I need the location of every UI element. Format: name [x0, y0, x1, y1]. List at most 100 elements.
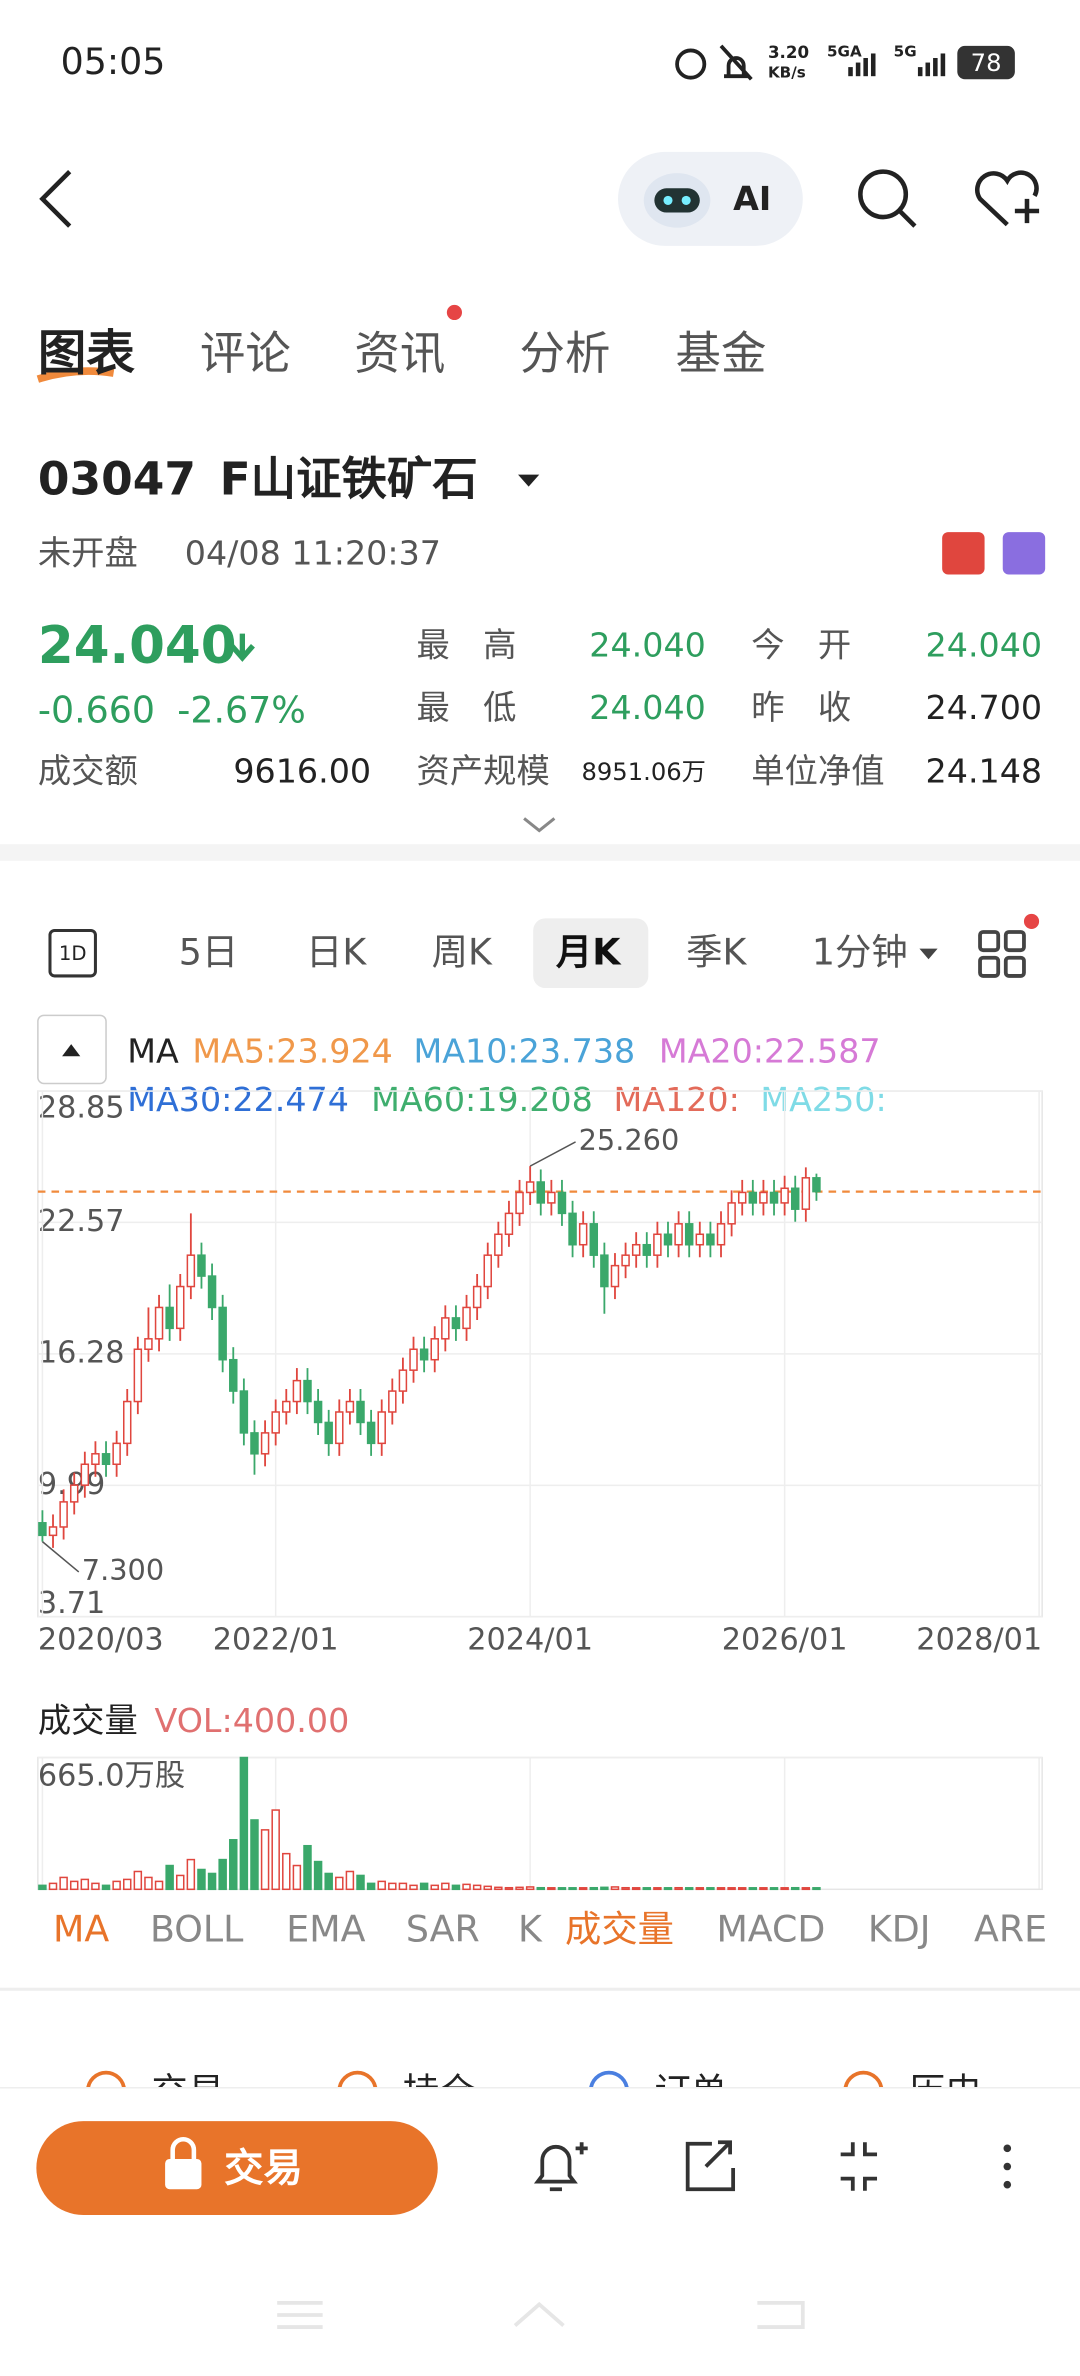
candle-body: [600, 1254, 609, 1288]
volume-bar: [653, 1887, 662, 1891]
volume-bar: [69, 1880, 79, 1891]
volume-bar: [91, 1882, 100, 1891]
ma-label: MA250:: [760, 1080, 886, 1119]
candle-body: [419, 1348, 429, 1361]
volume-bar: [345, 1870, 355, 1891]
indicator-tab[interactable]: SAR: [406, 1908, 480, 1951]
stat-value: 9616.00: [233, 751, 371, 790]
volume-bar: [525, 1886, 535, 1891]
day-icon-box[interactable]: [48, 928, 97, 978]
x-tick-label: 2026/01: [722, 1622, 848, 1657]
period-tab[interactable]: 日K: [306, 931, 367, 974]
period-tab[interactable]: 季K: [686, 931, 747, 974]
tab[interactable]: 基金: [676, 327, 767, 380]
stock-name[interactable]: F山证铁矿石: [220, 453, 478, 506]
candle-body: [335, 1411, 344, 1445]
volume-bar: [748, 1887, 758, 1891]
volume-bar: [790, 1886, 800, 1891]
net-speed: 3.20: [768, 43, 809, 62]
search-button[interactable]: [858, 169, 917, 228]
candle-body: [398, 1369, 408, 1392]
volume-bar: [154, 1880, 164, 1891]
alert-button[interactable]: [533, 2142, 588, 2192]
volume-bar: [197, 1868, 206, 1891]
candle-body: [812, 1177, 821, 1193]
tab[interactable]: 资讯: [354, 327, 445, 380]
volume-bar: [38, 1884, 47, 1891]
indicator-tab[interactable]: MA: [53, 1908, 109, 1951]
stat-value: 24.040: [926, 626, 1043, 665]
signal: [848, 53, 946, 77]
change-pct: -2.67%: [177, 688, 306, 731]
candle-body: [313, 1400, 323, 1424]
ma-label: MA10:23.738: [414, 1032, 636, 1071]
period-tab[interactable]: 周K: [432, 931, 493, 974]
indicator-tab[interactable]: EMA: [286, 1908, 365, 1951]
change: -0.660: [38, 688, 155, 731]
tab[interactable]: 图表: [38, 325, 135, 381]
layout-button[interactable]: [978, 930, 1026, 978]
indicator-tab[interactable]: MACD: [716, 1908, 825, 1951]
volume-bar: [292, 1864, 302, 1891]
indicator-tab[interactable]: BOLL: [150, 1908, 244, 1951]
period-tab[interactable]: 5日: [179, 931, 238, 974]
indicator-tab[interactable]: KDJ: [868, 1908, 931, 1951]
sim1: 5GA: [827, 42, 862, 60]
volume-bar: [271, 1809, 280, 1891]
indicator-tab[interactable]: 成交量: [565, 1908, 674, 1951]
tab-underline: [36, 367, 115, 383]
period-tab[interactable]: 1分钟: [812, 931, 908, 974]
volume-bar: [335, 1876, 344, 1891]
expand-button[interactable]: [523, 817, 556, 833]
ai-label: AI: [733, 179, 771, 218]
volume-bar: [578, 1887, 588, 1891]
candle-body: [229, 1358, 238, 1392]
candle-body: [462, 1306, 471, 1330]
back-button[interactable]: [39, 170, 72, 228]
tab[interactable]: 评论: [200, 327, 291, 380]
volume-bar: [59, 1876, 68, 1891]
tab[interactable]: 分析: [520, 327, 611, 380]
y-tick-label: 16.28: [38, 1335, 125, 1370]
candle-body: [80, 1463, 90, 1486]
volume-bar: [494, 1886, 503, 1891]
candle-body: [515, 1191, 524, 1215]
volume-bar: [462, 1883, 471, 1891]
annotation-leader: [529, 1141, 576, 1167]
indicator-tab[interactable]: ARE: [974, 1908, 1047, 1951]
stat-label: 单位净值: [751, 751, 884, 790]
down-arrow: [229, 633, 255, 662]
volume-bar: [133, 1870, 143, 1891]
candle-body: [504, 1212, 514, 1236]
ma-label: MA60:19.208: [371, 1080, 593, 1119]
share-button[interactable]: [685, 2140, 736, 2192]
watchlist-add[interactable]: [975, 170, 1040, 227]
candle-body: [547, 1191, 556, 1204]
more-button[interactable]: [1003, 2144, 1012, 2189]
volume-bar: [229, 1839, 238, 1891]
volume-bar: [706, 1887, 715, 1891]
candle-body: [218, 1306, 227, 1361]
trade-button[interactable]: [36, 2121, 438, 2215]
volume-bar: [536, 1886, 545, 1891]
volume-bar: [377, 1880, 386, 1891]
volume-bar: [631, 1887, 641, 1891]
candle-body: [674, 1223, 683, 1246]
period-tab[interactable]: 月K: [556, 931, 622, 974]
status-icons: [675, 44, 753, 81]
volume-bar: [165, 1864, 174, 1891]
volume-bar: [260, 1829, 270, 1891]
stat-value: 24.700: [926, 688, 1043, 727]
indicator-tab[interactable]: K: [518, 1908, 543, 1951]
ma-label: MA5:23.924: [192, 1032, 393, 1071]
volume-title: 成交量: [38, 1701, 138, 1740]
candle-body: [239, 1390, 249, 1434]
volume-bar: [472, 1884, 482, 1891]
volume-bar: [600, 1886, 609, 1891]
stat-label: 最 低: [417, 688, 517, 727]
candle-body: [748, 1191, 758, 1204]
candle-body: [282, 1400, 291, 1413]
fullscreen-button[interactable]: [840, 2142, 878, 2191]
volume-bar: [313, 1860, 323, 1891]
